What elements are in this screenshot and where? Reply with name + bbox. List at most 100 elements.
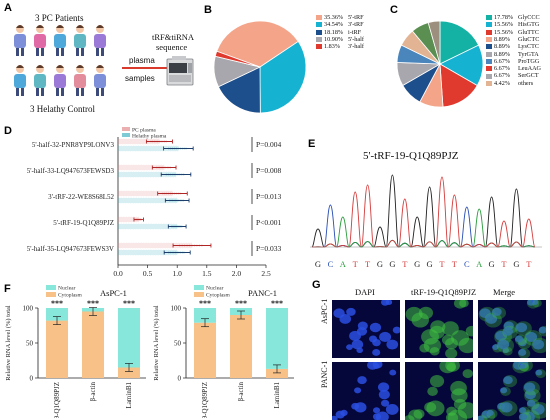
y-axis-label: Relative RNA level (%) total [5, 305, 12, 381]
base-call-label: G [315, 259, 321, 269]
legend-b-label: 5'-tRF [348, 14, 364, 21]
cytoplasm-signal [519, 363, 530, 372]
legend-b-swatch [316, 22, 322, 28]
nucleus [535, 369, 543, 376]
nucleus [492, 307, 502, 316]
bar-cytoplasm [82, 311, 104, 378]
pie-b-slice [216, 20, 299, 68]
legend-c-swatch [486, 58, 492, 64]
chart-title: PANC-1 [248, 288, 277, 298]
legend-c-item: 6.67% SerGCT [486, 72, 539, 79]
significance-label: *** [199, 299, 211, 308]
legend-swatch-pc [122, 127, 130, 131]
nucleus [357, 376, 367, 385]
cytoplasm-signal [453, 398, 467, 410]
row-label-aspc1: AsPC-1 [320, 298, 329, 324]
cytoplasm-signal [445, 348, 458, 358]
micrograph-blue-1 [332, 362, 400, 420]
pie-c-slice [427, 20, 441, 65]
nucleus [492, 344, 499, 351]
x-category-label: LaminB1 [273, 382, 281, 409]
patient-figure [94, 25, 106, 56]
patient-figure [34, 25, 46, 56]
legend-b-percent: 18.18% [324, 28, 344, 36]
legend-c-label: GlyCCC [518, 14, 540, 21]
x-tick-label: 2.5 [261, 269, 271, 278]
pie-b-slice [259, 40, 307, 114]
base-call-label: T [365, 259, 371, 269]
legend-c-swatch [486, 37, 492, 43]
category-label: 3'-tRF-22-WE8S68L52 [48, 193, 114, 201]
base-call-label: G [513, 259, 519, 269]
cytoplasm-signal [446, 363, 457, 372]
micrograph-image [405, 362, 473, 420]
legend-swatch-cytoplasm [194, 292, 204, 297]
legend-c-percent: 15.56% [494, 21, 514, 29]
sequence-label-line1: tRF&tiRNA [152, 32, 195, 42]
legend-c-item: 8.89% LysCTC [486, 43, 539, 50]
nucleus [346, 307, 356, 316]
bar-cytoplasm [118, 367, 140, 378]
cytoplasm-signal [515, 321, 532, 336]
cytoplasm-signal [531, 337, 546, 354]
cytoplasm-signal [496, 337, 515, 353]
nucleus [526, 399, 536, 407]
cytoplasm-signal [413, 409, 425, 419]
nucleus [523, 382, 536, 392]
nucleus [525, 331, 538, 343]
nucleus [368, 335, 378, 343]
legend-c-swatch [486, 44, 492, 50]
category-label: 5'-tRF-19-Q1Q89PJZ [53, 219, 114, 227]
legend-swatch-healthy [122, 133, 130, 137]
bar-nuclear [194, 308, 216, 323]
control-figure [54, 65, 66, 96]
legend-c-swatch [486, 22, 492, 28]
legend-b-percent: 10.90% [324, 35, 344, 43]
panel-c: 17.78% GlyCCC 15.56% HisGTG 15.56% GluTTC 8.89… [390, 0, 550, 124]
base-call-label: T [353, 259, 359, 269]
p-value-label: P<0.001 [256, 218, 282, 227]
micrograph-merge-1 [478, 362, 546, 420]
nucleus [372, 413, 382, 420]
legend-c-label: ProTGG [518, 57, 540, 65]
nucleus [531, 404, 545, 415]
nucleus [379, 331, 392, 343]
p-value-label: P=0.008 [256, 166, 282, 175]
panel-letter-e: E [308, 138, 316, 150]
legend-c-percent: 8.89% [494, 35, 510, 43]
cytoplasm-signal [524, 388, 541, 403]
base-call-label: C [464, 259, 470, 269]
bar-healthy [117, 223, 178, 230]
legend-b-item: 18.18% i-tRF [316, 29, 361, 36]
sequence-label-line2: sequence [156, 42, 188, 52]
legend-b-percent: 34.54% [324, 21, 344, 29]
legend-swatch-nuclear [46, 285, 56, 290]
legend-c-item: 8.89% GluCTC [486, 36, 539, 43]
nucleus [354, 402, 367, 413]
trace-G [311, 174, 536, 248]
legend-c-item: 15.56% GluTTC [486, 29, 539, 36]
legend-c-percent: 6.67% [494, 72, 510, 80]
bar-cytoplasm [266, 368, 288, 378]
base-call-label: T [526, 259, 532, 269]
significance-label: *** [123, 299, 135, 308]
base-call-label: G [489, 259, 495, 269]
cytoplasm-signal [502, 325, 518, 339]
nucleus [356, 327, 368, 336]
panel-g: DAPI tRF-19-Q1Q89PJZ Merge AsPC-1 PANC-1 [310, 278, 550, 420]
patient-figure [14, 25, 26, 56]
significance-label: *** [271, 299, 283, 308]
cytoplasm-signal [429, 374, 445, 388]
bar-healthy [117, 197, 178, 204]
pie-b-slice [214, 50, 261, 68]
nucleus [514, 335, 524, 343]
nucleus [519, 363, 526, 369]
nucleus [369, 322, 382, 333]
panel-letter-f: F [4, 283, 11, 295]
nucleus [340, 409, 348, 417]
nucleus [503, 376, 513, 385]
cytoplasm-signal [530, 402, 546, 419]
